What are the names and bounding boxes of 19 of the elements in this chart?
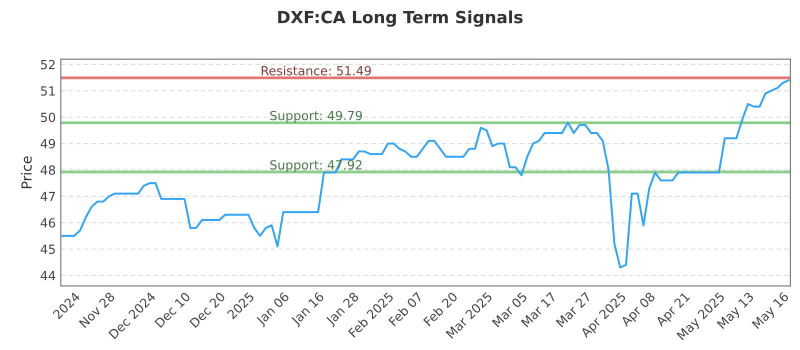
y-tick-label: 51 — [40, 86, 55, 96]
y-tick-label: 48 — [40, 165, 56, 175]
ref-line-label: Support: 49.79 — [270, 110, 362, 123]
y-tick-label: 45 — [40, 244, 55, 254]
x-tick-label: Jan 16 — [290, 292, 326, 328]
y-tick-label: 50 — [40, 112, 56, 122]
x-tick-label: Nov 28 — [78, 292, 116, 328]
line-series — [62, 79, 790, 268]
y-tick-label: 46 — [40, 218, 56, 228]
x-tick-label: Jan 06 — [255, 292, 292, 328]
y-axis-title: Price — [21, 156, 32, 188]
y-tick-label: 52 — [40, 60, 55, 70]
x-tick-label: Dec 20 — [189, 292, 226, 328]
x-tick-label: Dec 10 — [154, 292, 191, 328]
ref-line-label: Resistance: 51.49 — [262, 66, 371, 76]
y-tick-label: 49 — [40, 139, 56, 148]
y-tick-label: 44 — [40, 271, 56, 280]
y-tick-label: 47 — [40, 192, 55, 202]
chart-title: DXF:CA Long Term Signals — [278, 10, 523, 27]
